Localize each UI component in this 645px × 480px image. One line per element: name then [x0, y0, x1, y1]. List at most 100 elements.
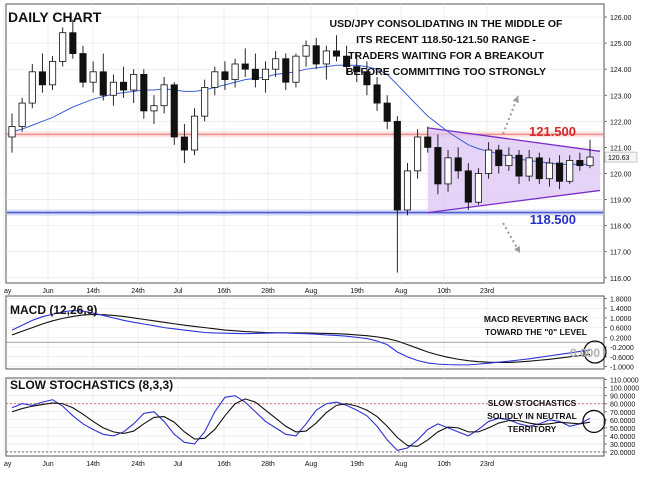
- candle: [332, 35, 341, 62]
- price-x-tick-label: ay: [4, 288, 12, 295]
- stoch-k-line: [11, 395, 591, 451]
- moving-average-line: [11, 64, 590, 165]
- candle-body: [495, 149, 503, 167]
- macd-annotation-line-2: TOWARD THE "0" LEVEL: [485, 327, 587, 337]
- stoch-x-tick-label: 14th: [86, 461, 100, 468]
- resistance-label: 121.500: [529, 124, 576, 139]
- candle-body: [79, 53, 87, 83]
- candle-body: [211, 71, 219, 88]
- macd-annotation-line-1: MACD REVERTING BACK: [484, 314, 589, 324]
- price-y-tick-label: 117.00: [610, 250, 631, 257]
- candle: [485, 142, 493, 179]
- candle-body: [302, 45, 310, 57]
- price-panel: 126.00 125.00 124.00 123.00 122.00 121.00 120.…: [3, 3, 638, 295]
- candle-body: [474, 173, 482, 203]
- candle: [28, 63, 36, 109]
- stoch-y-tick-label: 60.0000: [610, 418, 635, 425]
- stoch-x-tick-label: 24th: [131, 461, 145, 468]
- candle-body: [312, 45, 320, 65]
- stoch-x-tick-label: 16th: [217, 461, 231, 468]
- price-y-tick-label: 119.00: [610, 198, 631, 205]
- candle: [272, 50, 280, 78]
- stoch-annotation-line-2: SOLIDLY IN NEUTRAL: [487, 411, 577, 421]
- candle: [535, 152, 543, 184]
- candle: [140, 69, 148, 119]
- stoch-x-tick-label: 19th: [350, 461, 364, 468]
- candle: [302, 40, 310, 67]
- candle: [59, 27, 67, 67]
- stoch-y-tick-label: 50.0000: [610, 426, 635, 433]
- price-annotation-line-1: USD/JPY CONSOLIDATING IN THE MIDDLE OF: [330, 18, 564, 30]
- stoch-y-tick-label: 100.0000: [610, 386, 639, 393]
- candle: [312, 37, 320, 70]
- candle-body: [322, 50, 330, 65]
- candle: [120, 66, 128, 98]
- candle-body: [272, 58, 280, 70]
- candle-body: [241, 63, 249, 70]
- candle-body: [535, 157, 543, 180]
- price-y-tick-label: 125.00: [610, 41, 632, 48]
- triangle-lower-trendline: [427, 189, 601, 214]
- candle: [373, 77, 381, 111]
- macd-y-tick-label: -0.6000: [610, 355, 634, 362]
- candle: [89, 61, 97, 93]
- price-x-tick-label: 14th: [86, 288, 100, 295]
- candle: [282, 53, 290, 91]
- candle-body: [201, 87, 209, 117]
- candle-body: [403, 170, 412, 211]
- candle: [180, 123, 188, 164]
- price-y-tick-label: 126.00: [610, 15, 632, 22]
- candle-body: [190, 115, 199, 151]
- stochastics-panel: 110.0000100.000090.000080.000070.000060.…: [3, 377, 639, 468]
- macd-y-tick-label: 1.8000: [610, 296, 632, 303]
- candle-body: [18, 102, 26, 127]
- candle: [505, 147, 513, 171]
- stoch-x-tick-label: 28th: [261, 461, 275, 468]
- candle: [525, 150, 533, 182]
- stoch-y-tick-label: 20.0000: [610, 450, 635, 457]
- candle-body: [515, 154, 523, 177]
- candle-body: [414, 136, 422, 172]
- candle: [201, 79, 209, 122]
- price-y-tick-label: 120.00: [610, 171, 632, 178]
- candle-body: [261, 68, 270, 81]
- candle: [474, 168, 482, 205]
- breakout-up-arrow-shaft: [502, 95, 519, 135]
- price-x-tick-label: 28th: [261, 288, 275, 295]
- stoch-y-tick-label: 70.0000: [610, 410, 635, 417]
- candle: [69, 19, 77, 59]
- stoch-y-tick-label: 80.0000: [610, 402, 635, 409]
- candle: [231, 58, 239, 88]
- breakout-down-arrow-head: [514, 246, 520, 253]
- candle: [8, 113, 16, 153]
- candle-body: [545, 162, 553, 180]
- price-annotation-line-4: BEFORE COMMITTING TOO STRONGLY: [346, 66, 546, 78]
- macd-y-tick-label: 0.2000: [610, 335, 632, 342]
- candle: [515, 150, 523, 184]
- price-x-tick-label: Jul: [174, 288, 183, 295]
- price-y-tick-label: 121.00: [610, 145, 632, 152]
- macd-title: MACD (12,26,9): [10, 303, 97, 317]
- macd-y-tick-label: -1.0000: [610, 365, 634, 372]
- stoch-y-tick-label: 40.0000: [610, 434, 635, 441]
- stoch-x-tick-label: 23rd: [480, 461, 494, 468]
- candle-body: [525, 157, 533, 177]
- stoch-frame: [5, 377, 605, 457]
- candle-body: [49, 60, 57, 86]
- stoch-d-line: [11, 398, 591, 447]
- candle-body: [59, 32, 67, 62]
- price-y-tick-label: 116.00: [610, 276, 631, 283]
- candle-body: [566, 160, 574, 182]
- candle-body: [434, 147, 442, 185]
- last-price-label: 120.63: [608, 155, 630, 162]
- triangle-upper-trendline: [427, 127, 601, 152]
- candle: [363, 61, 371, 96]
- candle: [18, 97, 26, 132]
- stoch-x-tick-label: 10th: [437, 461, 451, 468]
- candle: [576, 152, 584, 171]
- candle: [38, 53, 46, 93]
- candle: [434, 134, 442, 195]
- stoch-y-tick-label: 110.0000: [610, 378, 639, 385]
- candle-body: [343, 55, 351, 67]
- price-x-tick-label: 23rd: [480, 288, 494, 295]
